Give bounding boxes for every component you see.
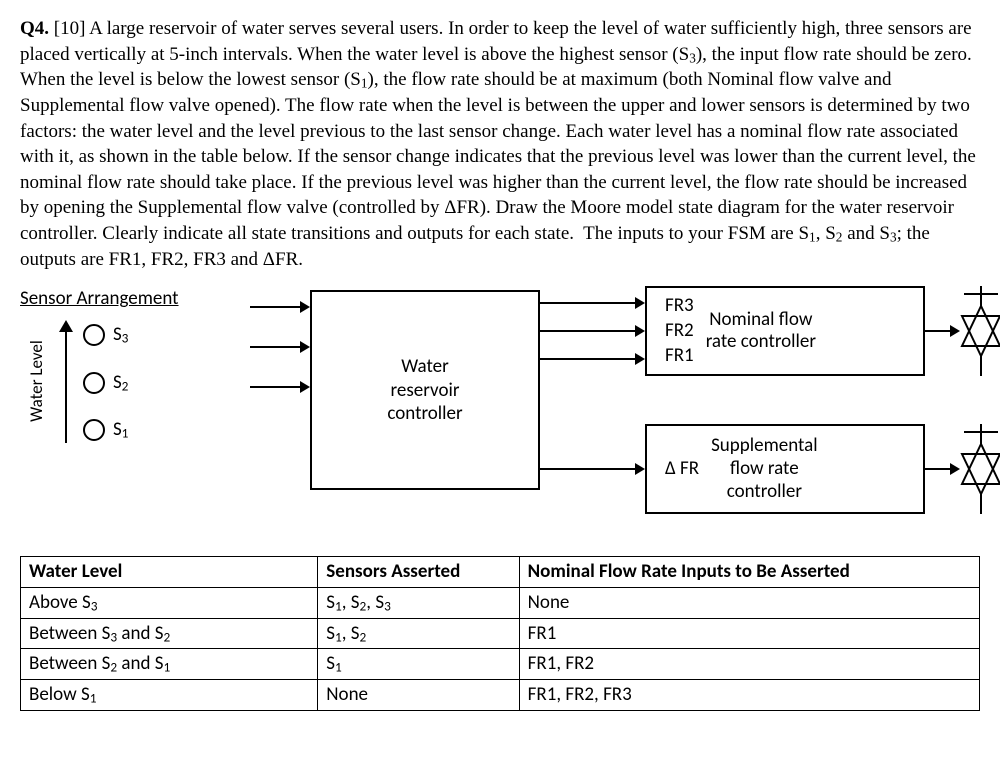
sensor-stack: S3 S2 S1 xyxy=(83,320,128,443)
sensor-arrangement: Sensor Arrangement Water Level S3 S2 S1 xyxy=(20,286,230,443)
arrow-icon xyxy=(925,468,958,470)
sensor-circle-icon xyxy=(83,324,105,346)
nominal-label: Nominal flow rate controller xyxy=(706,309,816,355)
sensor-circle-icon xyxy=(83,419,105,441)
sensor-s3: S3 xyxy=(83,322,128,348)
water-level-axis-label: Water Level xyxy=(26,320,49,443)
supplemental-block: Δ FR Supplemental flow rate controller xyxy=(645,424,925,514)
question-label: Q4. xyxy=(20,18,49,39)
diagram-area: Sensor Arrangement Water Level S3 S2 S1 xyxy=(20,286,980,546)
table-cell: Above S3 xyxy=(21,588,318,619)
table-cell: FR1, FR2, FR3 xyxy=(519,679,979,710)
sensor-s2: S2 xyxy=(83,370,128,396)
table-cell: FR1 xyxy=(519,618,979,649)
table-cell: Below S1 xyxy=(21,679,318,710)
table-body: Above S3S1, S2, S3NoneBetween S3 and S2S… xyxy=(21,588,980,711)
question-points: [10] xyxy=(54,18,86,39)
table-header-row: Water Level Sensors Asserted Nominal Flo… xyxy=(21,557,980,588)
supp-output: Δ FR xyxy=(665,458,699,481)
table-cell: Between S2 and S1 xyxy=(21,649,318,680)
supp-label: Supplemental flow rate controller xyxy=(711,435,818,503)
table-header: Water Level xyxy=(21,557,318,588)
table-cell: None xyxy=(318,679,519,710)
arrow-icon xyxy=(250,346,308,348)
valve-icon xyxy=(956,286,1000,376)
table-header: Sensors Asserted xyxy=(318,557,519,588)
sensor-circle-icon xyxy=(83,372,105,394)
table-cell: S1, S2, S3 xyxy=(318,588,519,619)
block-diagram: S3 S2 S1 Water reservoir controller FR3 … xyxy=(250,286,980,546)
arrow-icon xyxy=(540,302,643,304)
table-row: Above S3S1, S2, S3None xyxy=(21,588,980,619)
table-cell: Between S3 and S2 xyxy=(21,618,318,649)
table-cell: None xyxy=(519,588,979,619)
table-header: Nominal Flow Rate Inputs to Be Asserted xyxy=(519,557,979,588)
question-body: A large reservoir of water serves severa… xyxy=(20,18,976,270)
table-row: Between S3 and S2S1, S2FR1 xyxy=(21,618,980,649)
arrow-icon xyxy=(925,330,958,332)
water-level-arrow xyxy=(57,320,75,443)
table-row: Between S2 and S1S1FR1, FR2 xyxy=(21,649,980,680)
arrow-icon xyxy=(540,468,643,470)
arrow-icon xyxy=(540,358,643,360)
nominal-block: FR3 FR2 FR1 Nominal flow rate controller xyxy=(645,286,925,376)
nominal-outputs: FR3 FR2 FR1 xyxy=(665,295,694,367)
arrow-icon xyxy=(250,306,308,308)
question-text: Q4. [10] A large reservoir of water serv… xyxy=(20,16,980,272)
flow-rate-table: Water Level Sensors Asserted Nominal Flo… xyxy=(20,556,980,710)
table-cell: FR1, FR2 xyxy=(519,649,979,680)
table-cell: S1 xyxy=(318,649,519,680)
arrow-icon xyxy=(540,330,643,332)
table-cell: S1, S2 xyxy=(318,618,519,649)
controller-label: Water reservoir controller xyxy=(387,355,462,426)
sensor-arrangement-title: Sensor Arrangement xyxy=(20,286,230,312)
table-row: Below S1NoneFR1, FR2, FR3 xyxy=(21,679,980,710)
controller-block: Water reservoir controller xyxy=(310,290,540,490)
valve-icon xyxy=(956,424,1000,514)
sensor-s1: S1 xyxy=(83,417,128,443)
arrow-icon xyxy=(250,386,308,388)
